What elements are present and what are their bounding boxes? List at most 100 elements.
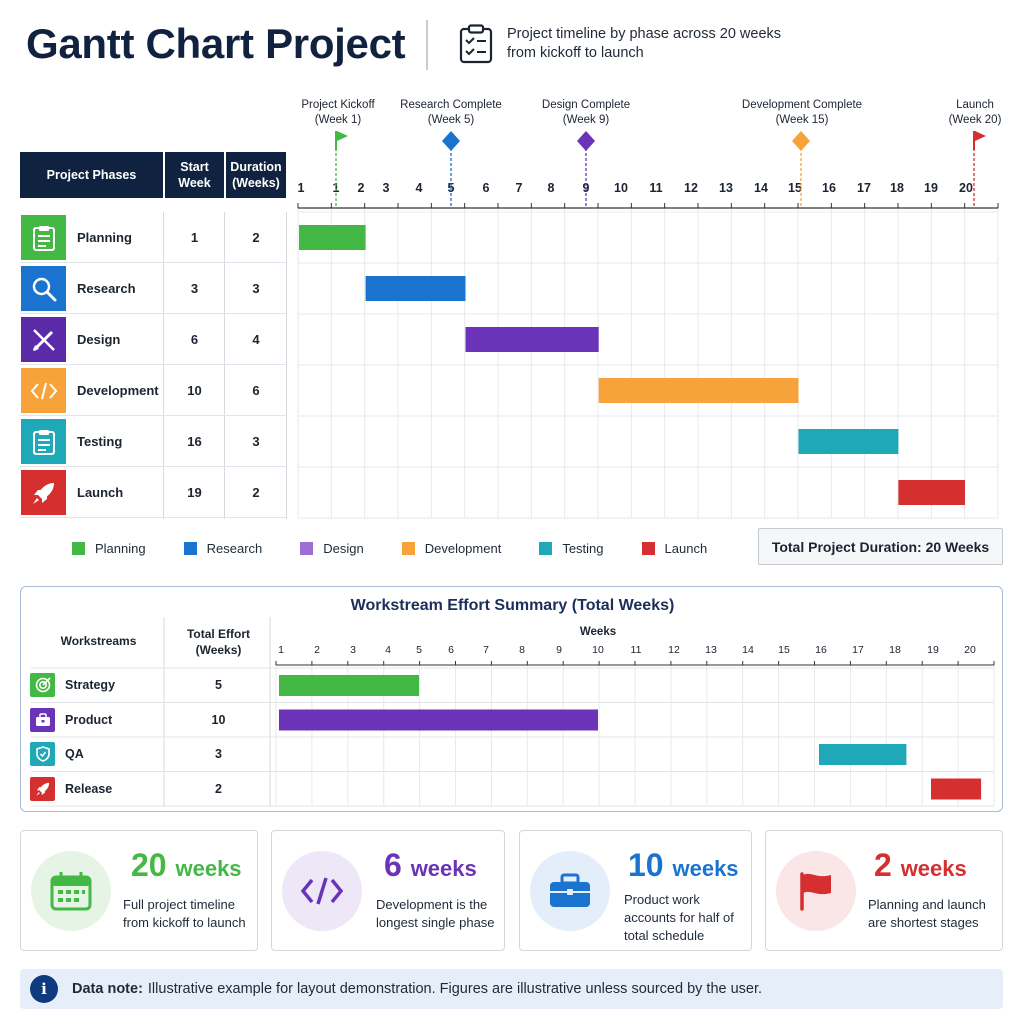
workstream-effort: 3	[215, 747, 222, 761]
x-tick-label: 17	[857, 181, 871, 195]
workstream-name: QA	[65, 747, 84, 761]
col-header-effort: Total Effort (Weeks)	[166, 626, 271, 658]
legend-label: Design	[323, 540, 364, 556]
clipboard-checklist-icon	[459, 24, 493, 64]
code-icon	[282, 851, 362, 931]
gantt-bar	[898, 480, 965, 505]
x-tick-label: 10	[592, 644, 604, 656]
card-unit: weeks	[410, 856, 477, 881]
card-line: are shortest stages	[868, 915, 979, 930]
x-tick-label: 17	[852, 644, 864, 656]
data-note: i Data note: Illustrative example for la…	[20, 969, 1003, 1009]
milestone-label: Development Complete	[742, 99, 862, 111]
phase-duration: 3	[252, 434, 260, 449]
x-tick-label: 6	[448, 644, 454, 656]
x-tick-label: 18	[889, 644, 901, 656]
shield-icon	[30, 742, 55, 766]
x-tick-label: 19	[924, 181, 938, 195]
card-unit: weeks	[175, 856, 242, 881]
table-divider	[163, 212, 164, 519]
rocket-icon	[21, 470, 66, 515]
milestone-sublabel: (Week 1)	[315, 114, 362, 126]
phase-name: Planning	[77, 230, 132, 245]
card-description: Full project timeline from kickoff to la…	[123, 896, 246, 932]
workstream-effort: 2	[215, 782, 222, 796]
col-header-duration-line-1: Duration	[230, 160, 282, 174]
gantt-bar	[365, 276, 466, 301]
x-tick-label: 2	[358, 181, 365, 195]
info-icon: i	[30, 975, 58, 1003]
legend-label: Launch	[664, 540, 708, 556]
stat-card: 2 weeks Planning and launch are shortest…	[765, 830, 1003, 951]
card-line: Development is the	[376, 897, 488, 912]
milestone-label: Design Complete	[542, 99, 630, 111]
legend-swatch	[300, 541, 314, 555]
workstream-name: Product	[65, 713, 113, 727]
milestone-flag	[975, 131, 986, 141]
workstream-bar	[279, 675, 419, 696]
x-tick-label: 9	[556, 644, 562, 656]
x-tick-label: 4	[416, 181, 423, 195]
card-unit: weeks	[900, 856, 967, 881]
note-text: Illustrative example for layout demonstr…	[147, 981, 763, 997]
x-tick-label: 20	[959, 181, 973, 195]
col-header-duration: Duration (Weeks)	[226, 152, 286, 198]
card-value: 6 weeks	[384, 847, 477, 884]
col-header-phases: Project Phases	[20, 152, 163, 198]
phase-duration: 4	[252, 332, 260, 347]
phase-name: Design	[77, 332, 121, 347]
phase-name: Research	[77, 281, 136, 296]
gantt-bar	[598, 378, 799, 403]
legend-item: Design	[300, 540, 364, 556]
table-row: Launch 19 2	[20, 467, 286, 518]
legend-item: Testing	[539, 541, 604, 556]
legend-swatch	[72, 541, 85, 555]
card-line: Planning and launch	[868, 897, 986, 912]
phase-duration: 2	[252, 230, 260, 245]
workstream-panel: Workstream Effort Summary (Total Weeks) …	[20, 586, 1003, 812]
x-tick-label: 8	[519, 644, 525, 656]
card-number: 20	[131, 847, 167, 883]
legend-item: Development	[401, 541, 501, 556]
x-tick-label: 15	[788, 181, 802, 195]
col-header-effort-line-2: (Weeks)	[195, 643, 242, 657]
phase-start: 10	[187, 383, 202, 398]
x-tick-label: 20	[964, 644, 976, 656]
x-tick-label: 18	[890, 181, 904, 195]
milestone-sublabel: (Week 9)	[563, 114, 610, 126]
phase-start: 6	[190, 332, 199, 347]
card-value: 20 weeks	[131, 847, 242, 884]
gantt-bar	[798, 429, 899, 454]
milestone-diamond	[792, 131, 810, 151]
table-divider	[286, 212, 287, 519]
legend-item: Launch	[641, 540, 708, 556]
legend-swatch	[539, 541, 553, 555]
subtitle-line-2: from kickoff to launch	[507, 45, 644, 61]
calendar-icon	[31, 851, 111, 931]
phase-name: Testing	[77, 434, 123, 449]
table-row: Design 6 4	[20, 314, 286, 365]
x-tick-label: 13	[719, 181, 733, 195]
x-tick-label: 3	[383, 181, 390, 195]
x-tick-label: 10	[614, 181, 628, 195]
note-label: Data note:	[72, 981, 143, 997]
x-tick-label: 3	[350, 644, 356, 656]
table-row: Testing 16 3	[20, 416, 286, 467]
x-tick-label: 13	[705, 644, 717, 656]
gantt-chart: 11234567891011121314151617181920Project …	[297, 99, 1002, 519]
workstream-title: Workstream Effort Summary (Total Weeks)	[350, 597, 675, 614]
target-icon	[30, 673, 55, 697]
legend-label: Research	[206, 540, 263, 556]
workstream-name: Release	[65, 782, 113, 796]
phase-start: 1	[190, 230, 199, 245]
phase-start: 16	[187, 434, 202, 449]
card-value: 10 weeks	[628, 847, 739, 884]
card-line: Product work	[624, 892, 700, 907]
card-line: longest single phase	[376, 915, 495, 930]
x-tick-label: 8	[548, 181, 555, 195]
workstream-bar	[819, 744, 907, 765]
x-tick-label: 7	[483, 644, 489, 656]
x-tick-label: 6	[483, 181, 490, 195]
phase-duration: 6	[252, 383, 260, 398]
workstream-name: Strategy	[65, 678, 116, 692]
